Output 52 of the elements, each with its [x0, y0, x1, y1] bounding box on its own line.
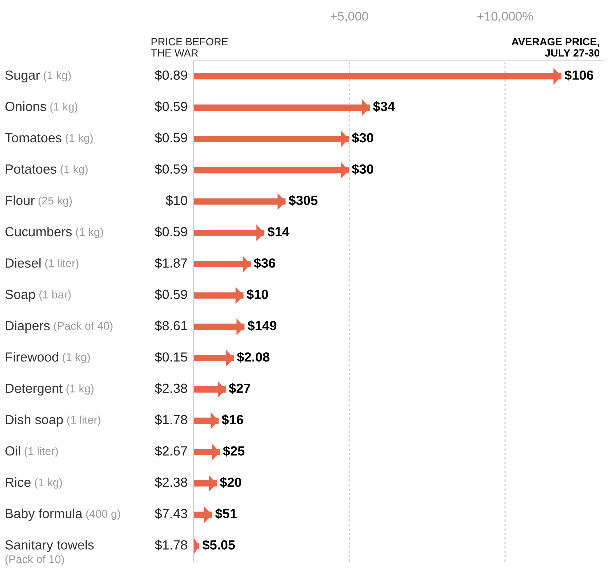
- y-tick-label: Diapers (Pack of 40): [6, 320, 113, 334]
- annotation: $30: [352, 164, 374, 175]
- y-tick-label: Sugar (1 kg): [6, 70, 72, 83]
- y-tick-label: Sanitary towels (Pack of 10): [6, 540, 94, 566]
- annotation: $10: [246, 289, 268, 300]
- annotation: $36: [254, 258, 276, 269]
- annotation: $30: [352, 132, 374, 144]
- text: $10: [166, 195, 188, 206]
- y-tick-label: Diesel (1 liter): [6, 258, 79, 270]
- annotation: $14: [268, 226, 290, 238]
- annotation: $27: [229, 383, 250, 394]
- annotation: $16: [222, 414, 244, 426]
- x-tick-label: +10,000%: [478, 12, 534, 22]
- text: $0.15: [155, 352, 188, 363]
- y-tick-label: Cucumbers (1 kg): [6, 226, 104, 238]
- y-tick-label: Dish soap (1 liter): [6, 414, 101, 428]
- text: $0.59: [155, 226, 188, 238]
- y-tick-label: Oil (1 liter): [6, 446, 58, 458]
- text: $0.59: [155, 164, 188, 175]
- annotation: $5.05: [202, 540, 236, 551]
- annotation: $149: [248, 320, 277, 332]
- text: $0.59: [155, 101, 188, 112]
- y-tick-label: Onions (1 kg): [6, 102, 78, 113]
- annotation: $20: [220, 477, 242, 488]
- text: $0.59: [155, 289, 188, 300]
- text: $0.89: [155, 70, 188, 81]
- y-tick-label: Potatoes (1 kg): [6, 164, 88, 176]
- y-tick-label: Flour (25 kg): [6, 196, 72, 207]
- annotation: $51: [215, 508, 237, 520]
- y-tick-label: Firewood (1 kg): [6, 352, 90, 364]
- text: $2.38: [155, 477, 188, 488]
- y-tick-label: Soap (1 bar): [6, 290, 71, 302]
- x-tick-label: +5,000: [330, 12, 368, 22]
- annotation: $305: [288, 195, 318, 206]
- text: $7.43: [155, 508, 188, 520]
- text: AVERAGE PRICE, JULY 27-30: [512, 38, 600, 57]
- text: $1.78: [155, 414, 188, 426]
- annotation: $34: [373, 101, 396, 112]
- annotation: $2.08: [237, 352, 270, 363]
- text: $1.87: [155, 258, 188, 269]
- annotation: $25: [223, 446, 245, 457]
- y-tick-label: Tomatoes (1 kg): [5, 133, 93, 144]
- y-tick-label: Baby formula (400 g): [6, 508, 120, 522]
- text: $8.61: [155, 320, 188, 332]
- text: $2.67: [155, 446, 188, 457]
- text: $2.38: [155, 383, 188, 394]
- y-tick-label: Rice (1 kg): [6, 478, 62, 489]
- y-tick-label: Detergent (1 kg): [6, 384, 94, 396]
- text: PRICE BEFORE THE WAR: [151, 38, 228, 57]
- text: $1.78: [155, 540, 188, 551]
- text: $0.59: [155, 132, 188, 144]
- annotation: $106: [564, 70, 594, 81]
